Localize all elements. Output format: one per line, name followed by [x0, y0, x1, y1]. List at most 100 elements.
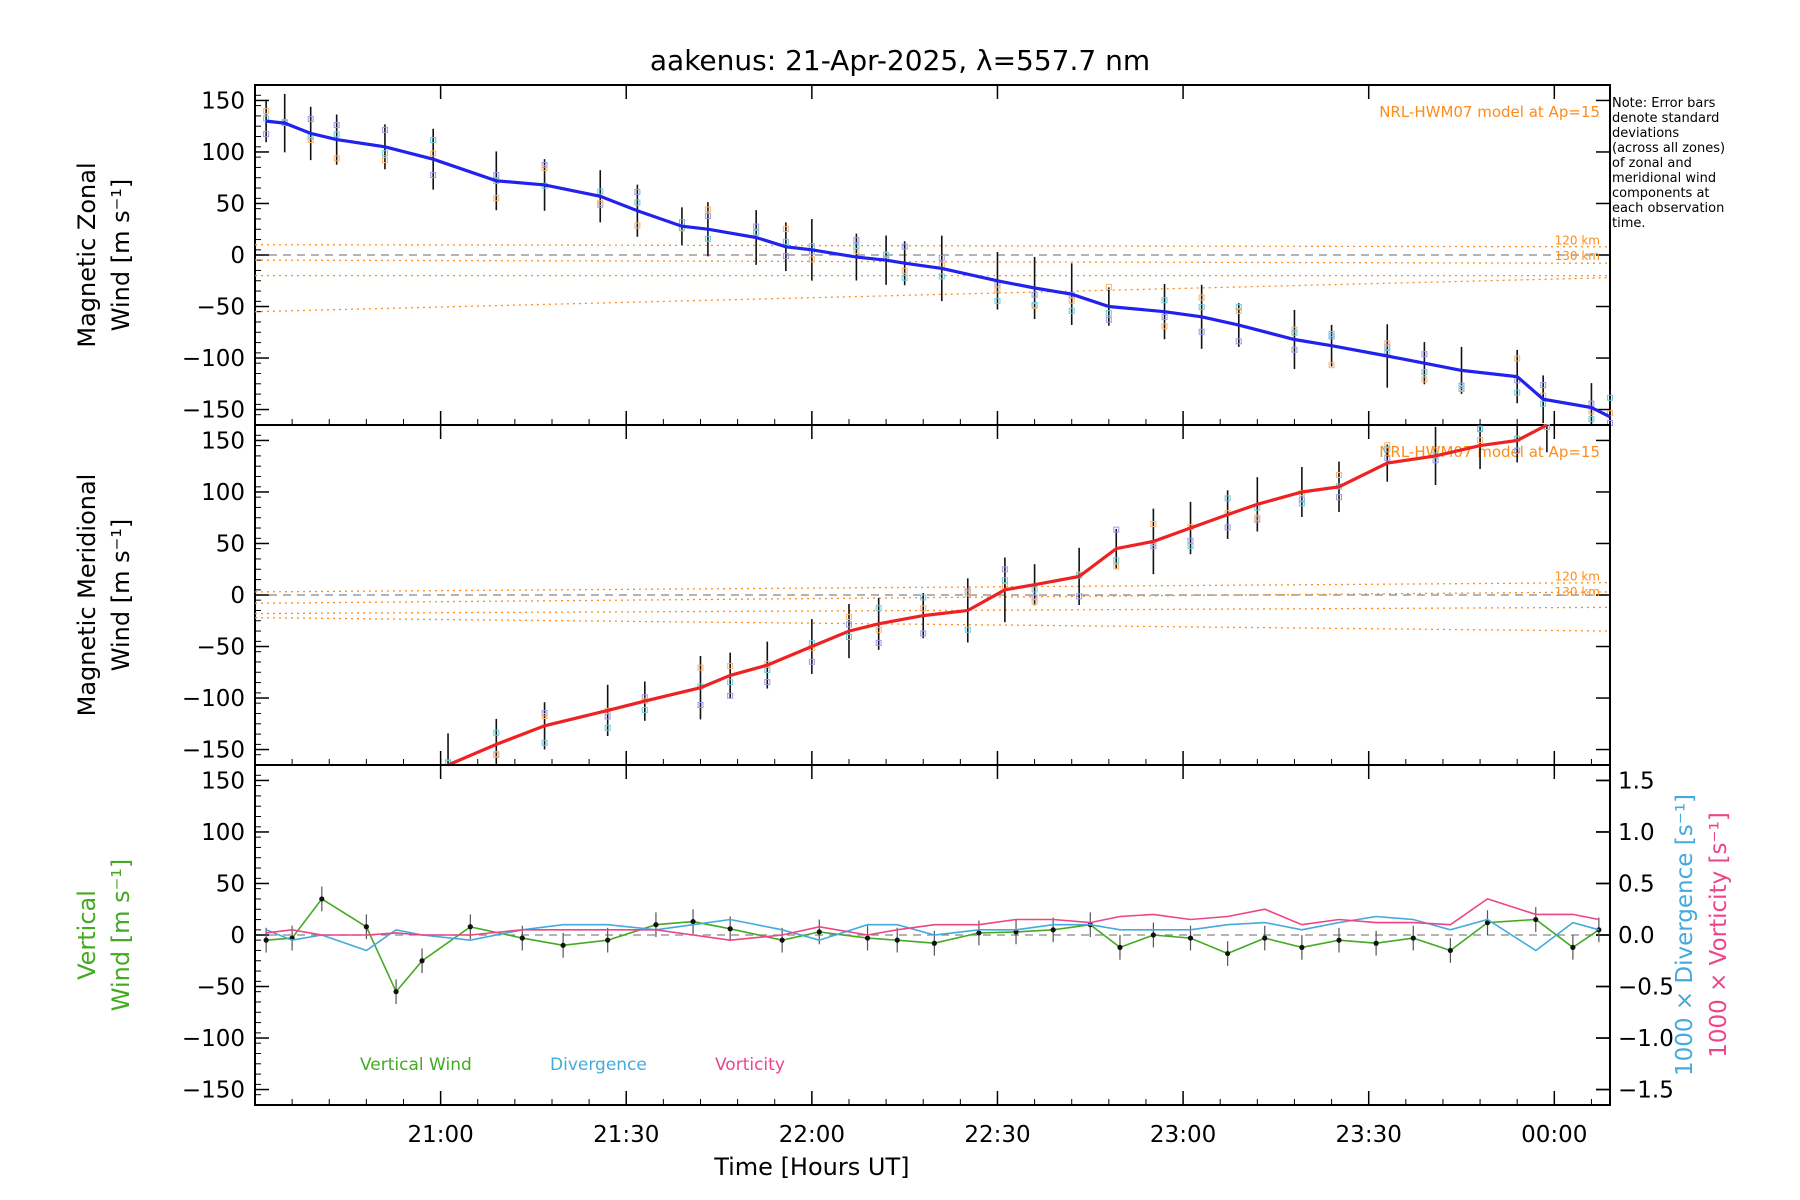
zone-marker — [1113, 526, 1120, 533]
zone-marker — [764, 679, 771, 686]
zone-marker — [1031, 594, 1038, 601]
x-axis-label: Time [Hours UT] — [713, 1153, 909, 1181]
y-tick-label: 0 — [230, 923, 245, 949]
vertical-wind-point — [393, 989, 399, 995]
zone-marker — [883, 252, 890, 259]
vertical-wind-point — [1373, 940, 1379, 946]
zone-marker — [1198, 328, 1205, 335]
zone-marker — [1291, 346, 1298, 353]
x-tick-label: 21:00 — [407, 1122, 473, 1148]
y-axis-label-line: Wind [m s⁻¹] — [107, 519, 135, 671]
zone-marker — [1477, 425, 1484, 432]
y-axis-label-line: Vertical — [73, 890, 101, 980]
zone-marker — [1224, 524, 1231, 531]
zone-marker — [333, 155, 340, 162]
zone-marker — [541, 713, 548, 720]
note-line: (across all zones) — [1612, 141, 1726, 156]
x-tick-label: 00:00 — [1521, 1122, 1587, 1148]
y-tick-label: 0 — [230, 583, 245, 609]
vertical-wind-point — [1262, 935, 1268, 941]
vertical-wind-point — [653, 922, 659, 928]
x-tick-label: 22:30 — [964, 1122, 1030, 1148]
zone-marker — [634, 188, 641, 195]
zone-marker — [1254, 514, 1261, 521]
zone-marker — [764, 667, 771, 674]
zone-marker — [1150, 543, 1157, 550]
zone-marker — [1336, 494, 1342, 501]
y-tick-label: −100 — [182, 1026, 245, 1052]
legend-divergence: Divergence — [550, 1055, 647, 1075]
model-line — [254, 259, 1611, 264]
zone-marker — [875, 605, 882, 612]
error-bar-note: Note: Error bars denote standard deviati… — [1612, 96, 1782, 231]
y-tick-label: −50 — [196, 295, 245, 321]
vertical-wind-point — [690, 919, 696, 925]
legend-vorticity: Vorticity — [715, 1055, 785, 1075]
y-axis-label-line: Magnetic Zonal — [73, 162, 101, 347]
vertical-wind-point — [1117, 944, 1123, 950]
y-axis-label-line: Magnetic Meridional — [73, 474, 101, 717]
y-tick-label: 0 — [230, 243, 245, 269]
zone-marker — [1384, 340, 1391, 347]
vertical-wind-point — [1336, 937, 1342, 943]
zone-marker — [1328, 331, 1335, 338]
zone-marker — [920, 594, 927, 601]
zone-marker — [541, 165, 548, 172]
y-axis-label: Vertical Wind [m s⁻¹] — [73, 859, 135, 1011]
zone-marker — [1384, 454, 1391, 461]
note-line: Note: Error bars — [1612, 96, 1716, 111]
vertical-wind-point — [1050, 927, 1056, 933]
zone-marker — [1224, 495, 1231, 502]
zone-marker — [727, 679, 734, 686]
vertical-wind-point — [363, 924, 369, 930]
divergence-axis-label-text: 1000 × Divergence [s⁻¹] — [1672, 794, 1698, 1076]
vertical-wind-point — [467, 924, 473, 930]
y-tick-label: −50 — [196, 975, 245, 1001]
zone-marker — [1421, 369, 1428, 376]
right-y-tick-label: −0.5 — [1618, 975, 1674, 1001]
zone-marker — [1514, 447, 1521, 454]
divergence-line — [265, 915, 1600, 952]
zone-marker — [1291, 326, 1298, 333]
zone-marker — [697, 701, 704, 708]
zone-marker — [493, 195, 500, 202]
y-tick-label: 50 — [216, 531, 245, 557]
zone-marker — [875, 626, 882, 633]
zone-marker — [994, 286, 1001, 293]
y-axis-label: Magnetic Zonal Wind [m s⁻¹] — [73, 162, 135, 347]
zone-marker — [697, 664, 704, 671]
vertical-wind-point — [1225, 950, 1231, 957]
y-tick-label: 50 — [216, 871, 245, 897]
panel-3: 150 100 50 0 −50 −100 −150 Vertical Wind [m s⁻¹]… — [73, 764, 1732, 1181]
zone-marker — [1607, 394, 1613, 401]
right-y-tick-label: 0.5 — [1618, 871, 1655, 897]
zone-marker — [853, 237, 860, 244]
vertical-wind-point — [1013, 929, 1019, 935]
note-line: meridional wind — [1612, 171, 1717, 186]
zone-marker — [641, 707, 648, 714]
zone-marker — [875, 639, 882, 646]
y-tick-label: 150 — [201, 428, 245, 454]
zone-marker — [782, 225, 789, 232]
vertical-wind-point — [1570, 944, 1576, 950]
zone-marker — [381, 150, 388, 157]
vertical-wind-point — [605, 937, 611, 943]
vertical-wind-point — [1150, 932, 1156, 938]
vertical-wind-point — [263, 937, 269, 943]
zone-marker — [634, 199, 641, 206]
model-line — [254, 617, 1611, 632]
zone-marker — [1540, 400, 1547, 407]
x-tick-label: 22:00 — [779, 1122, 845, 1148]
zone-marker — [994, 297, 1001, 304]
zone-marker — [1031, 301, 1038, 308]
vorticity-line — [266, 898, 1600, 942]
legend-vertical-wind: Vertical Wind — [360, 1055, 472, 1075]
zone-marker — [1588, 416, 1595, 423]
zone-marker — [263, 131, 270, 138]
zone-marker — [704, 206, 711, 213]
zone-marker — [1421, 376, 1428, 383]
vertical-wind-point — [1484, 920, 1491, 926]
y-axis-label-line: Wind [m s⁻¹] — [107, 179, 135, 331]
zone-marker — [727, 662, 734, 669]
zone-marker — [901, 267, 908, 274]
